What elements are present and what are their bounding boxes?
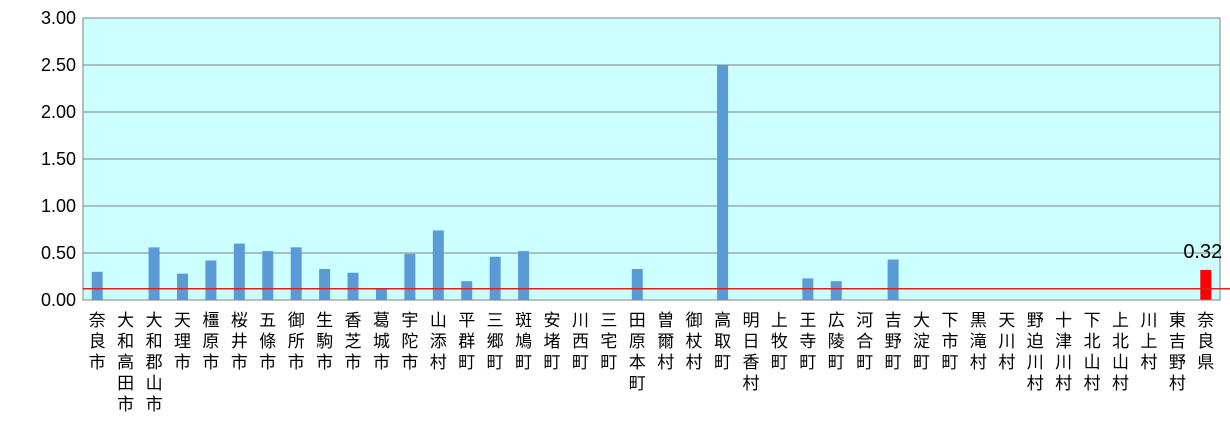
x-category-label: 広陵町 — [828, 311, 845, 373]
x-category-label: 黒滝村 — [970, 311, 987, 373]
x-category-label: 御杖村 — [686, 311, 703, 373]
x-category-label: 上北山村 — [1112, 311, 1129, 394]
bar — [518, 251, 530, 300]
x-category-label: 奈良県 — [1197, 311, 1214, 373]
y-tick-label: 1.00 — [41, 196, 76, 216]
bar — [233, 243, 245, 300]
x-category-label: 河合町 — [856, 311, 873, 373]
bar — [375, 288, 387, 300]
x-category-label: 葛城市 — [373, 311, 390, 373]
x-category-label: 桜井市 — [231, 311, 248, 373]
x-category-label: 生駒市 — [316, 311, 333, 373]
y-tick-label: 2.00 — [41, 102, 76, 122]
x-category-label: 曽爾村 — [657, 311, 674, 373]
x-category-label: 五條市 — [259, 311, 276, 373]
bar — [631, 268, 643, 300]
y-tick-label: 0.00 — [41, 290, 76, 310]
bar — [91, 271, 103, 300]
bar — [262, 251, 274, 300]
data-labels: 0.32 — [1183, 241, 1222, 263]
x-category-label: 御所市 — [288, 311, 305, 373]
x-category-label: 野迫川村 — [1027, 311, 1044, 394]
x-axis-category-labels: 奈良市大和高田市大和郡山市天理市橿原市桜井市五條市御所市生駒市香芝市葛城市宇陀市… — [89, 311, 1215, 415]
bar — [887, 259, 899, 300]
bar — [461, 281, 473, 300]
x-category-label: 天川村 — [998, 311, 1015, 373]
bar — [290, 247, 302, 300]
x-category-label: 東吉野村 — [1169, 311, 1186, 394]
bar-highlight — [1200, 269, 1212, 300]
x-category-label: 明日香村 — [742, 311, 759, 394]
bars — [91, 65, 1212, 300]
bar — [489, 256, 501, 300]
bar — [717, 65, 729, 300]
x-category-label: 三郷町 — [487, 311, 504, 373]
x-category-label: 大和高田市 — [117, 311, 134, 415]
x-category-label: 十津川村 — [1055, 311, 1072, 394]
x-category-label: 大淀町 — [913, 311, 930, 373]
x-category-label: 下市町 — [941, 311, 958, 373]
x-category-label: 奈良市 — [89, 311, 106, 373]
x-category-label: 下北山村 — [1084, 311, 1101, 394]
x-category-label: 大和郡山市 — [146, 311, 163, 415]
x-category-label: 橿原市 — [202, 311, 219, 373]
data-label: 0.32 — [1183, 241, 1222, 263]
x-category-label: 上牧町 — [771, 311, 788, 373]
x-category-label: 香芝市 — [345, 311, 362, 373]
bar — [404, 253, 416, 300]
x-category-label: 宇陀市 — [401, 311, 418, 373]
y-axis-tick-labels: 0.00 0.50 1.00 1.50 2.00 2.50 3.00 — [41, 8, 76, 310]
bar — [347, 272, 359, 300]
x-category-label: 川西町 — [572, 311, 589, 373]
x-category-label: 田原本町 — [629, 311, 646, 394]
x-category-label: 山添村 — [430, 311, 447, 373]
bar — [432, 230, 444, 300]
bar — [319, 268, 331, 300]
y-tick-label: 2.50 — [41, 55, 76, 75]
x-category-label: 斑鳩町 — [515, 311, 532, 373]
x-category-label: 平群町 — [458, 311, 475, 373]
bar — [176, 273, 188, 300]
y-tick-label: 1.50 — [41, 149, 76, 169]
x-category-label: 安堵町 — [544, 311, 561, 373]
x-category-label: 王寺町 — [799, 311, 816, 373]
x-category-label: 天理市 — [174, 311, 191, 373]
x-category-label: 三宅町 — [600, 311, 617, 373]
x-category-label: 川上村 — [1140, 311, 1157, 373]
bar — [148, 247, 160, 300]
bar — [830, 281, 842, 300]
y-tick-label: 3.00 — [41, 8, 76, 28]
x-category-label: 高取町 — [714, 311, 731, 373]
bar — [205, 260, 217, 300]
y-tick-label: 0.50 — [41, 243, 76, 263]
x-category-label: 吉野町 — [885, 311, 902, 373]
